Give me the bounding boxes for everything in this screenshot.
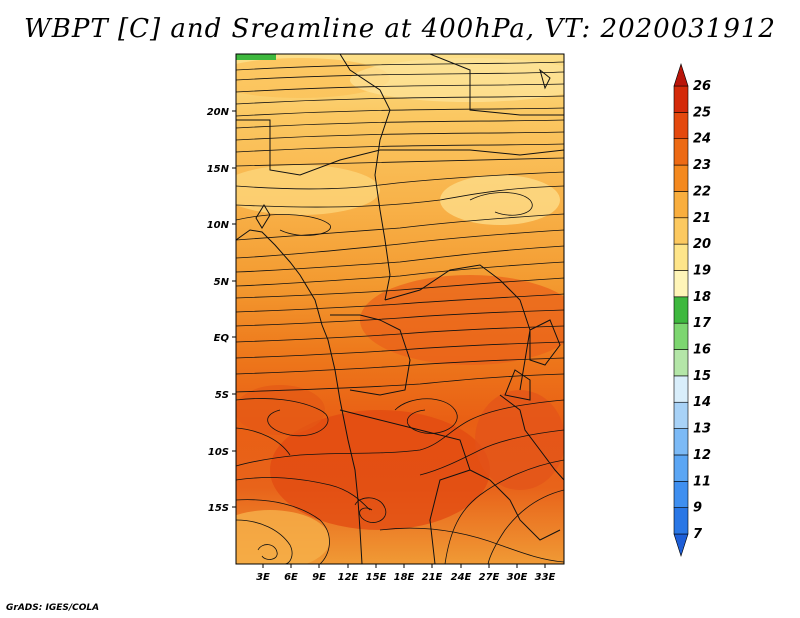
colorbar-segment [673,428,689,456]
colorbar-label: 23 [693,158,711,173]
lat-label: 15S [208,503,229,514]
colorbar-label: 14 [693,395,711,410]
lat-label: EQ [214,333,230,344]
lon-label: 27E [479,572,500,583]
colorbar-segment [673,454,689,482]
lat-label: 5S [215,390,229,401]
colorbar-label: 9 [693,501,702,516]
colorbar-segment [673,375,689,403]
colorbar-segment [673,270,689,298]
latitude-axis: 20N 15N 10N 5N EQ 5S 10S 15S [207,107,236,514]
colorbar-segment [673,191,689,219]
colorbar-segment [673,85,689,113]
colorbar-segment [673,507,689,535]
lat-label: 20N [207,107,230,118]
streamlines [236,61,564,564]
colorbar-segment [673,401,689,429]
lat-label: 5N [214,277,230,288]
colorbar-segment [673,112,689,140]
colorbar-segment [673,138,689,166]
longitude-axis: 3E 6E 9E 12E 15E 18E 21E 24E 27E 30E 33E [256,564,556,583]
lon-label: 24E [451,572,472,583]
lon-label: 18E [394,572,415,583]
colorbar-label: 25 [693,105,711,120]
colorbar-segment [673,217,689,245]
colorbar-segment [673,296,689,324]
colorbar-label: 16 [693,343,711,358]
colorbar-segment [673,243,689,271]
wbpt-field [236,54,564,564]
colorbar-label: 18 [693,290,711,305]
colorbar-segment [673,63,689,87]
chart-title: WBPT [C] and Sreamline at 400hPa, VT: 20… [24,14,776,44]
colorbar-label: 19 [693,263,711,278]
colorbar-label: 20 [693,237,711,252]
lat-label: 15N [207,164,230,175]
country-borders [236,54,564,564]
colorbar-label: 13 [693,422,711,437]
map-frame [235,53,565,565]
lon-label: 6E [284,572,298,583]
colorbar-segment [673,480,689,508]
colorbar-label: 24 [693,132,711,147]
footer-credit: GrADS: IGES/COLA [6,603,100,613]
lon-label: 21E [422,572,443,583]
colorbar-segment [673,349,689,377]
colorbar-label: 17 [693,316,712,331]
colorbar-segment [673,164,689,192]
colorbar: 7 9 11 12 13 14 15 16 17 18 19 20 21 22 23 24 25 26 [673,63,712,557]
colorbar-label: 11 [693,474,711,489]
lat-label: 10S [208,447,229,458]
colorbar-label: 21 [693,211,711,226]
colorbar-label: 15 [693,369,711,384]
lon-label: 12E [338,572,359,583]
colorbar-label: 7 [693,527,703,542]
lon-label: 9E [312,572,326,583]
lon-label: 3E [256,572,270,583]
colorbar-label: 12 [693,448,711,463]
lon-label: 15E [366,572,387,583]
lon-label: 30E [507,572,528,583]
colorbar-segment [673,533,689,557]
lat-label: 10N [207,220,230,231]
colorbar-label: 22 [693,184,711,199]
colorbar-segment [673,322,689,350]
colorbar-label: 26 [693,79,711,94]
lon-label: 33E [535,572,556,583]
